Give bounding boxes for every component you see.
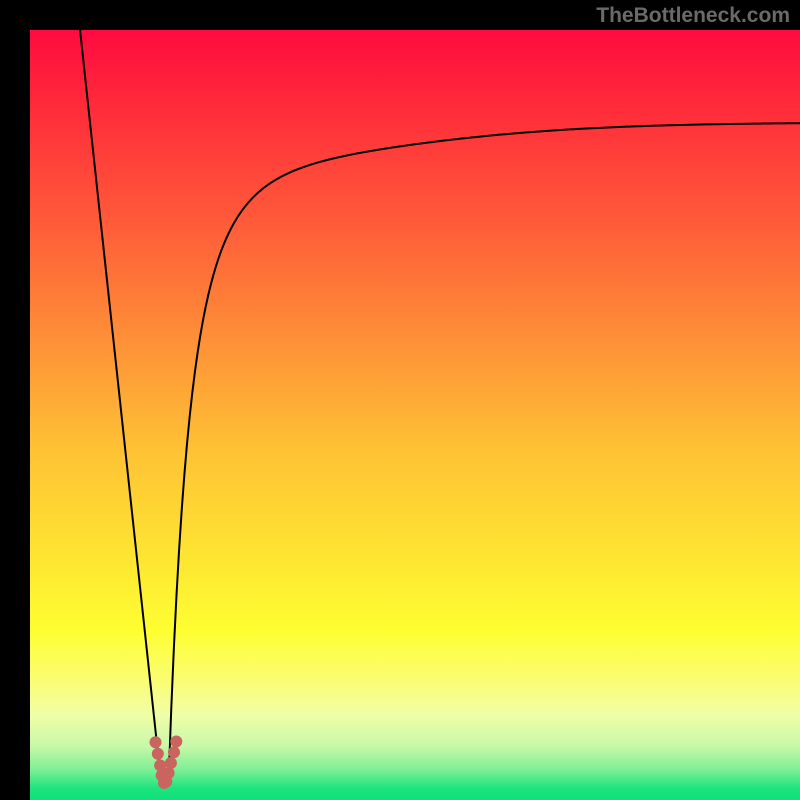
marker-point	[163, 767, 175, 779]
marker-point	[150, 736, 162, 748]
watermark-text: TheBottleneck.com	[596, 4, 790, 28]
marker-point	[168, 746, 180, 758]
chart-background	[30, 30, 800, 800]
chart-container: TheBottleneck.com	[0, 0, 800, 800]
marker-point	[170, 735, 182, 747]
marker-point	[165, 757, 177, 769]
bottleneck-chart	[0, 0, 800, 800]
marker-point	[152, 748, 164, 760]
